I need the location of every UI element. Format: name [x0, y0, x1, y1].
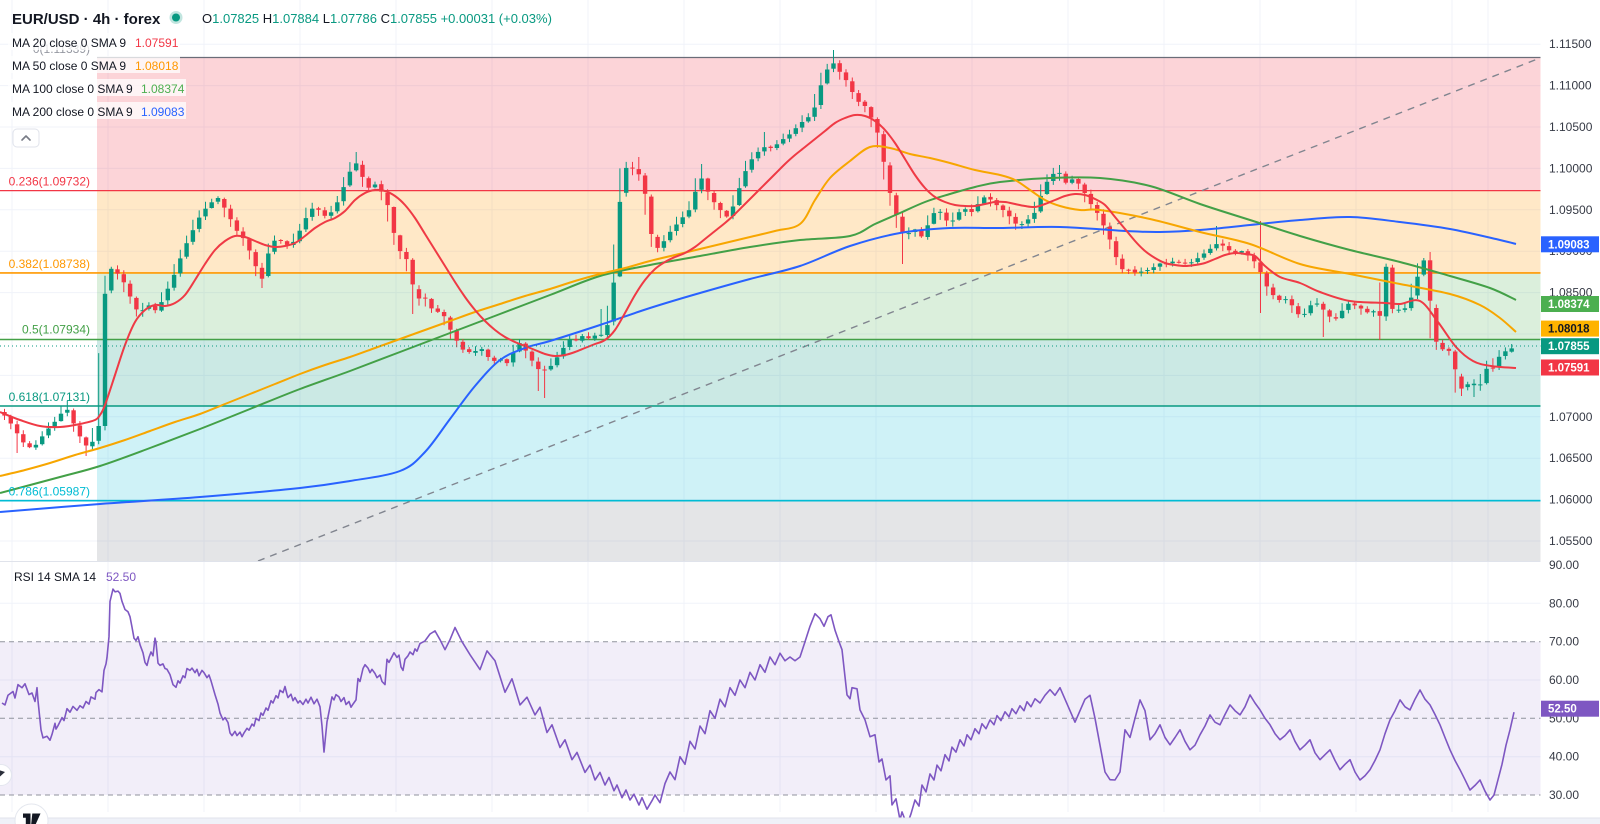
svg-text:1.11000: 1.11000	[1549, 79, 1592, 93]
svg-text:MA 50 close 0 SMA 9: MA 50 close 0 SMA 9	[12, 59, 126, 73]
svg-text:1.09083: 1.09083	[141, 105, 185, 119]
svg-text:1.10500: 1.10500	[1549, 120, 1593, 134]
svg-text:0.236(1.09732): 0.236(1.09732)	[9, 175, 90, 189]
svg-text:1.06000: 1.06000	[1549, 493, 1593, 507]
svg-text:MA 100 close 0 SMA 9: MA 100 close 0 SMA 9	[12, 82, 133, 96]
svg-text:1.11500: 1.11500	[1549, 37, 1592, 51]
svg-text:1.09500: 1.09500	[1549, 203, 1593, 217]
svg-text:MA 200 close 0 SMA 9: MA 200 close 0 SMA 9	[12, 105, 133, 119]
svg-text:1.08018: 1.08018	[135, 59, 179, 73]
svg-text:1.05500: 1.05500	[1549, 534, 1593, 548]
svg-text:EUR/USD · 4h · forex: EUR/USD · 4h · forex	[12, 11, 161, 28]
svg-text:90.00: 90.00	[1549, 558, 1579, 572]
svg-text:52.50: 52.50	[1548, 704, 1577, 716]
svg-text:80.00: 80.00	[1549, 596, 1579, 610]
svg-text:1.07591: 1.07591	[135, 36, 179, 50]
svg-text:1.08018: 1.08018	[1548, 324, 1590, 336]
svg-text:1.09083: 1.09083	[1548, 239, 1590, 251]
svg-text:0.382(1.08738): 0.382(1.08738)	[9, 257, 90, 271]
svg-text:1.06500: 1.06500	[1549, 451, 1593, 465]
svg-text:0.786(1.05987): 0.786(1.05987)	[9, 485, 90, 499]
svg-text:1.07855: 1.07855	[1548, 341, 1590, 353]
svg-text:0.618(1.07131): 0.618(1.07131)	[9, 390, 90, 404]
svg-text:70.00: 70.00	[1549, 635, 1579, 649]
svg-text:1.07000: 1.07000	[1549, 410, 1593, 424]
svg-text:40.00: 40.00	[1549, 750, 1579, 764]
svg-text:O1.07825 H1.07884 L1.07786: O1.07825 H1.07884 L1.07786 C1.07855 +0.0…	[202, 11, 552, 26]
svg-text:0.5(1.07934): 0.5(1.07934)	[22, 323, 90, 337]
svg-text:1.08374: 1.08374	[1548, 299, 1590, 311]
svg-text:30.00: 30.00	[1549, 788, 1579, 802]
svg-text:1.07591: 1.07591	[1548, 363, 1590, 375]
svg-text:60.00: 60.00	[1549, 673, 1579, 687]
svg-text:RSI 14 SMA 14: RSI 14 SMA 14	[14, 570, 96, 584]
svg-text:52.50: 52.50	[106, 570, 136, 584]
svg-text:1.10000: 1.10000	[1549, 161, 1593, 175]
svg-text:MA 20 close 0 SMA 9: MA 20 close 0 SMA 9	[12, 36, 126, 50]
svg-text:1.08374: 1.08374	[141, 82, 185, 96]
